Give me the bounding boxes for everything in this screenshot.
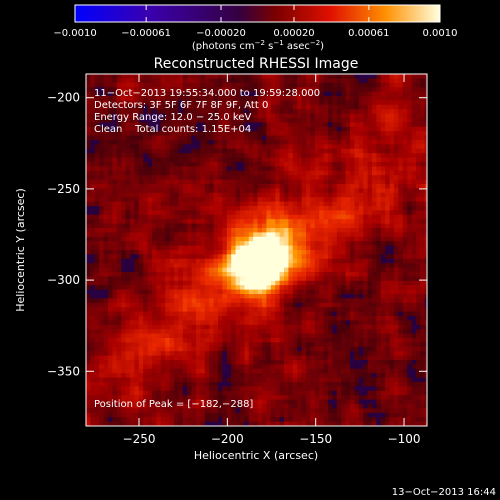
colorbar-tick-label: −0.00020 [196,28,246,39]
colorbar [74,4,441,23]
colorbar-tick-label: 0.0010 [423,28,458,39]
x-tick-label: −200 [211,432,244,446]
annotation-time-range: 11−Oct−2013 19:55:34.000 to 19:59:28.000 [94,88,320,99]
colorbar-tick-label: −0.00061 [121,28,171,39]
y-tick-label: −300 [47,273,80,287]
colorbar-tick-label: 0.00020 [273,28,314,39]
y-tick-label: −250 [47,182,80,196]
colorbar-label: (photons cm−2 s−1 asec−2) [192,39,324,52]
colorbar-tick-label: 0.00061 [348,28,389,39]
footer-timestamp: 13−Oct−2013 16:44 [392,487,496,498]
axis-ticks: −250 −200 −150 −100 −200 −250 −300 −350 [47,74,427,446]
annotation-total-counts: Clean Total counts: 1.15E+04 [94,124,251,135]
y-tick-label: −200 [47,91,80,105]
x-tick-label: −250 [123,432,156,446]
colorbar-tick-label: −0.0010 [53,28,96,39]
chart-title: Reconstructed RHESSI Image [154,56,359,72]
y-tick-label: −350 [47,364,80,378]
x-tick-label: −100 [388,432,421,446]
plot-frame [85,73,428,427]
annotation-energy-range: Energy Range: 12.0 − 25.0 keV [94,112,251,123]
annotation-detectors: Detectors: 3F 5F 6F 7F 8F 9F, Att 0 [94,100,268,111]
y-axis-label: Heliocentric Y (arcsec) [14,188,27,312]
heatmap-image [86,74,427,426]
peak-position-label: Position of Peak = [−182,−288] [94,399,253,410]
colorbar-ticks: −0.0010 −0.00061 −0.00020 0.00020 0.00061 0.0… [53,5,458,39]
x-axis-label: Heliocentric X (arcsec) [194,449,318,462]
x-tick-label: −150 [299,432,332,446]
